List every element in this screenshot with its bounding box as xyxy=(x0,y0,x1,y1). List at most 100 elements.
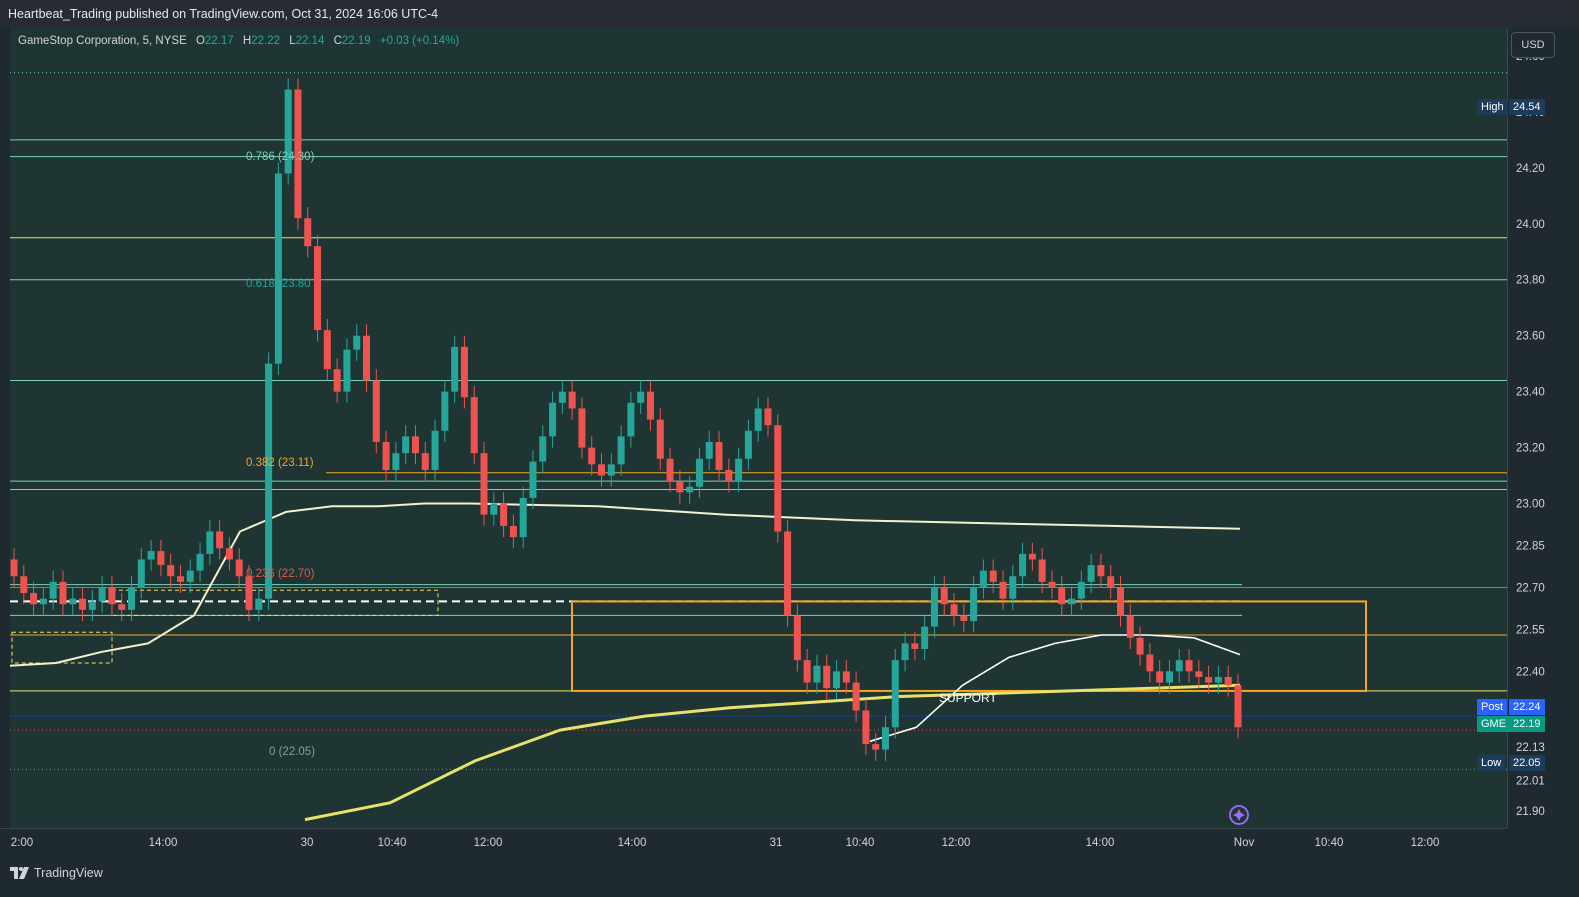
fib-label-0618: 0.618 (23.80 xyxy=(246,278,311,290)
price-tick-label: 22.40 xyxy=(1516,666,1545,678)
candle-body xyxy=(598,464,606,476)
time-tick-label: Nov xyxy=(1234,837,1255,849)
candle-body xyxy=(862,710,870,745)
candle-body xyxy=(333,369,341,392)
time-axis[interactable] xyxy=(0,828,1507,857)
legend-symbol: GameStop Corporation, 5, NYSE xyxy=(18,35,187,47)
candle-body xyxy=(509,525,517,538)
time-tick-label: 14:00 xyxy=(149,837,178,849)
candle-body xyxy=(960,615,968,622)
candle-body xyxy=(1038,559,1046,582)
price-tick-label: 22.13 xyxy=(1516,742,1545,754)
candle-body xyxy=(343,349,351,392)
candle-body xyxy=(108,587,116,605)
candle-body xyxy=(128,587,136,610)
candle-body xyxy=(402,436,410,454)
candle-body xyxy=(891,660,899,728)
candle-body xyxy=(1205,676,1213,683)
candle-body xyxy=(637,391,645,403)
footer-bar xyxy=(0,856,1579,897)
candle-body xyxy=(686,486,694,493)
candle-body xyxy=(578,408,586,448)
gme-label-badge: GME xyxy=(1477,716,1511,732)
candle-body xyxy=(872,744,880,750)
candle-body xyxy=(323,330,331,370)
legend-close: 22.19 xyxy=(341,35,371,47)
candle-body xyxy=(382,441,390,470)
candle-body xyxy=(979,570,987,588)
candle-body xyxy=(49,581,57,599)
post-label-badge: Post xyxy=(1477,699,1508,715)
candle-body xyxy=(725,469,733,482)
legend-high: 22.22 xyxy=(251,35,280,47)
low-label-badge: Low xyxy=(1477,755,1506,771)
candle-body xyxy=(39,598,47,605)
symbol-legend: GameStop Corporation, 5, NYSE O22.17 H22… xyxy=(18,35,459,47)
price-axis[interactable] xyxy=(1507,28,1579,828)
candle-body xyxy=(147,551,155,560)
candle-body xyxy=(1165,671,1173,683)
fib-label-0786: 0.786 (24.30) xyxy=(246,151,315,163)
time-tick-label: 31 xyxy=(770,837,783,849)
candle-body xyxy=(79,598,87,610)
candle-body xyxy=(1058,587,1066,605)
candle-body xyxy=(196,553,204,571)
price-tick-label: 23.60 xyxy=(1516,331,1545,343)
price-tick-label: 23.20 xyxy=(1516,443,1545,455)
time-tick-label: 12:00 xyxy=(1411,837,1440,849)
candle-body xyxy=(1009,576,1017,599)
candle-body xyxy=(1224,676,1232,686)
candle-body xyxy=(735,458,743,482)
candle-body xyxy=(568,391,576,409)
candle-body xyxy=(235,559,243,577)
post-value-badge: 22.24 xyxy=(1509,699,1545,715)
candle-body xyxy=(216,531,224,549)
candle-body xyxy=(294,89,302,219)
candle-body xyxy=(754,408,762,431)
candle-body xyxy=(284,89,292,174)
candle-body xyxy=(784,531,792,616)
candle-body xyxy=(490,503,498,515)
candle-body xyxy=(695,458,703,487)
candle-body xyxy=(69,598,77,605)
candle-body xyxy=(118,604,126,610)
candle-body xyxy=(176,576,184,582)
range-box xyxy=(111,589,439,616)
candle-body xyxy=(1116,587,1124,616)
candle-body xyxy=(98,587,106,602)
time-tick-label: 14:00 xyxy=(618,837,647,849)
candle-body xyxy=(1068,598,1076,605)
candle-body xyxy=(225,548,233,560)
replay-icon[interactable] xyxy=(1229,805,1249,825)
fib-label-0236: 0.236 (22.70) xyxy=(246,568,315,580)
candle-body xyxy=(588,447,596,465)
candle-body xyxy=(421,453,429,470)
candle-body xyxy=(1019,553,1027,577)
price-tick-label: 24.20 xyxy=(1516,163,1545,175)
candle-body xyxy=(441,391,449,431)
candle-body xyxy=(1214,676,1222,683)
candle-body xyxy=(314,246,322,331)
currency-button[interactable]: USD xyxy=(1511,32,1555,58)
candle-body xyxy=(901,643,909,661)
candle-body xyxy=(363,335,371,381)
candle-body xyxy=(940,587,948,605)
time-tick-label: 14:00 xyxy=(1086,837,1115,849)
legend-low: 22.14 xyxy=(295,35,325,47)
candle-body xyxy=(451,346,459,392)
price-tick-label: 23.80 xyxy=(1516,275,1545,287)
tradingview-brand[interactable]: TradingView xyxy=(10,866,103,880)
price-axis-ticks: 24.6024.4024.2024.0023.8023.6023.4023.20… xyxy=(1516,51,1545,818)
vwap-lines xyxy=(9,502,1241,822)
candle-body xyxy=(715,441,723,470)
candle-body xyxy=(999,581,1007,599)
candlestick-series[interactable] xyxy=(10,78,1242,761)
support-label: SUPPORT xyxy=(939,691,997,705)
candle-body xyxy=(676,481,684,493)
vwap-line xyxy=(9,502,470,667)
publication-header: Heartbeat_Trading published on TradingVi… xyxy=(0,0,1579,28)
candle-body xyxy=(274,173,282,364)
time-tick-label: 30 xyxy=(301,837,314,849)
tradingview-brand-text: TradingView xyxy=(34,866,103,880)
